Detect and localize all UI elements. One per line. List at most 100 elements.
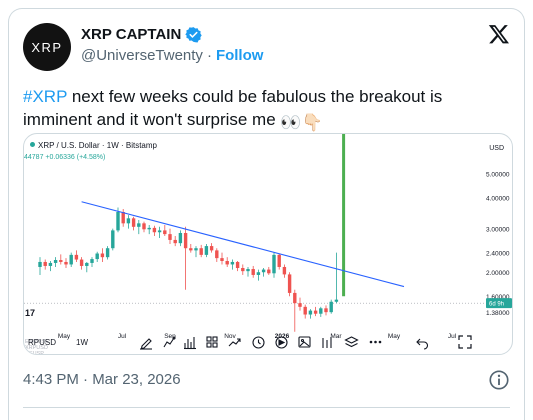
trendline bbox=[81, 201, 405, 288]
candle-body bbox=[168, 234, 172, 240]
chart-toolbar: RPUSD 1W bbox=[24, 330, 512, 354]
pointing-down-emoji-icon: 👇🏻 bbox=[301, 113, 323, 132]
alert-icon[interactable] bbox=[252, 336, 265, 349]
y-tick-label: 3.00000 bbox=[486, 227, 510, 234]
layers-icon[interactable] bbox=[344, 336, 359, 348]
candle-body bbox=[225, 260, 229, 265]
candle-body bbox=[48, 262, 53, 266]
candle-body bbox=[69, 254, 73, 265]
candle-body bbox=[121, 212, 125, 224]
candle-body bbox=[235, 261, 240, 269]
verified-badge-icon bbox=[185, 27, 202, 43]
candle-body bbox=[74, 254, 79, 260]
candle-body bbox=[194, 248, 198, 251]
toolbar-icons: RPUSD 1W bbox=[28, 335, 472, 350]
candle-body bbox=[220, 258, 224, 261]
candle-body bbox=[251, 269, 255, 275]
fullscreen-icon[interactable] bbox=[458, 335, 472, 349]
tweet-text: #XRP next few weeks could be fabulous th… bbox=[23, 85, 513, 134]
last-price-tag bbox=[486, 298, 512, 309]
candle-body bbox=[85, 262, 89, 266]
more-icon[interactable] bbox=[369, 340, 382, 344]
candle-body bbox=[142, 223, 146, 230]
candle-body bbox=[303, 306, 307, 315]
candle-body bbox=[334, 299, 339, 302]
bottom-left-label: EMPOSE bbox=[25, 339, 49, 345]
currency-label: USD bbox=[489, 145, 504, 152]
avatar[interactable]: XRP bbox=[23, 23, 71, 71]
candle-body bbox=[204, 246, 209, 255]
indicators-icon[interactable] bbox=[163, 336, 176, 348]
candle-body bbox=[163, 230, 167, 235]
separator-dot: · bbox=[206, 47, 212, 64]
x-tick-label: Mar bbox=[330, 333, 342, 340]
candle-body bbox=[246, 269, 250, 272]
x-tick-label: Jul bbox=[448, 333, 457, 340]
y-tick-label: 2.40000 bbox=[486, 251, 510, 258]
status-dot-icon bbox=[30, 142, 35, 147]
tweet-card: XRP XRP CAPTAIN @UniverseTwenty · Follow… bbox=[8, 8, 525, 420]
tweet-body: next few weeks could be fabulous the bre… bbox=[23, 87, 443, 129]
candle-body bbox=[157, 230, 162, 233]
candle-body bbox=[59, 260, 63, 262]
info-icon[interactable] bbox=[488, 369, 510, 391]
candle-body bbox=[183, 232, 188, 249]
candle-body bbox=[95, 253, 99, 260]
candle-body bbox=[241, 268, 245, 272]
candle-body bbox=[329, 301, 333, 313]
bottom-left-label: CSUSP bbox=[25, 351, 44, 355]
last-price-value: 1.38000 bbox=[486, 310, 510, 317]
author-name-row[interactable]: XRP CAPTAIN bbox=[81, 26, 202, 43]
y-tick-label: 1.60000 bbox=[486, 294, 510, 301]
candle-body bbox=[189, 248, 193, 251]
left-side-label: 17 bbox=[25, 308, 35, 318]
price-chart: 5.00000 4.00000 3.00000 2.40000 2.00000 1.600… bbox=[24, 134, 512, 355]
candle-body bbox=[152, 227, 157, 233]
compare-icon[interactable] bbox=[228, 338, 241, 347]
x-tick-label: Sep bbox=[164, 333, 176, 340]
last-price-tag-label: 6d 9h bbox=[489, 302, 504, 308]
x-tick-label: Jul bbox=[118, 333, 127, 340]
candle-body bbox=[215, 250, 219, 259]
pencil-icon[interactable] bbox=[140, 338, 152, 350]
avatar-text: XRP bbox=[31, 39, 63, 55]
chart-symbol-line: XRP / U.S. Dollar · 1W · Bitstamp bbox=[30, 141, 157, 150]
eyes-emoji-icon: 👀 bbox=[280, 113, 302, 132]
candle-body bbox=[272, 254, 276, 274]
chart-image[interactable]: XRP / U.S. Dollar · 1W · Bitstamp 44787 … bbox=[23, 133, 513, 355]
candle-body bbox=[293, 292, 297, 304]
handle-row: @UniverseTwenty · Follow bbox=[81, 47, 263, 64]
candle-body bbox=[116, 212, 120, 231]
candle-body bbox=[90, 259, 94, 263]
toolbar-interval[interactable]: 1W bbox=[76, 338, 88, 347]
x-logo-icon[interactable] bbox=[488, 23, 510, 45]
hashtag-link[interactable]: #XRP bbox=[23, 87, 68, 106]
candle-body bbox=[147, 227, 151, 230]
bars-icon[interactable] bbox=[322, 337, 332, 348]
undo-icon[interactable] bbox=[416, 338, 429, 350]
candle-body bbox=[38, 261, 42, 267]
user-handle[interactable]: @UniverseTwenty bbox=[81, 47, 203, 64]
y-tick-label: 5.00000 bbox=[486, 172, 510, 179]
candle-body bbox=[126, 218, 131, 224]
toolbar-symbol[interactable]: RPUSD bbox=[28, 338, 56, 347]
candle-body bbox=[173, 239, 177, 244]
image-icon[interactable] bbox=[298, 336, 311, 348]
tweet-timestamp[interactable]: 4:43 PM · Mar 23, 2026 bbox=[23, 371, 181, 388]
follow-button[interactable]: Follow bbox=[215, 47, 264, 64]
chart-type-icon[interactable] bbox=[184, 337, 196, 350]
layout-icon[interactable] bbox=[206, 336, 218, 348]
candle-body bbox=[298, 303, 302, 307]
chart-price-line: 44787 +0.06336 (+4.58%) bbox=[24, 154, 106, 161]
candle-body bbox=[53, 260, 58, 263]
candle-body bbox=[178, 232, 183, 244]
candle-body bbox=[324, 308, 328, 313]
replay-icon[interactable] bbox=[275, 336, 288, 349]
x-tick-label: Nov bbox=[224, 333, 236, 340]
candle-body bbox=[277, 254, 281, 267]
display-name[interactable]: XRP CAPTAIN bbox=[81, 26, 182, 43]
candle-body bbox=[64, 261, 68, 265]
candle-body bbox=[287, 274, 292, 293]
candle-body bbox=[319, 308, 323, 314]
x-tick-label: May bbox=[388, 333, 401, 340]
